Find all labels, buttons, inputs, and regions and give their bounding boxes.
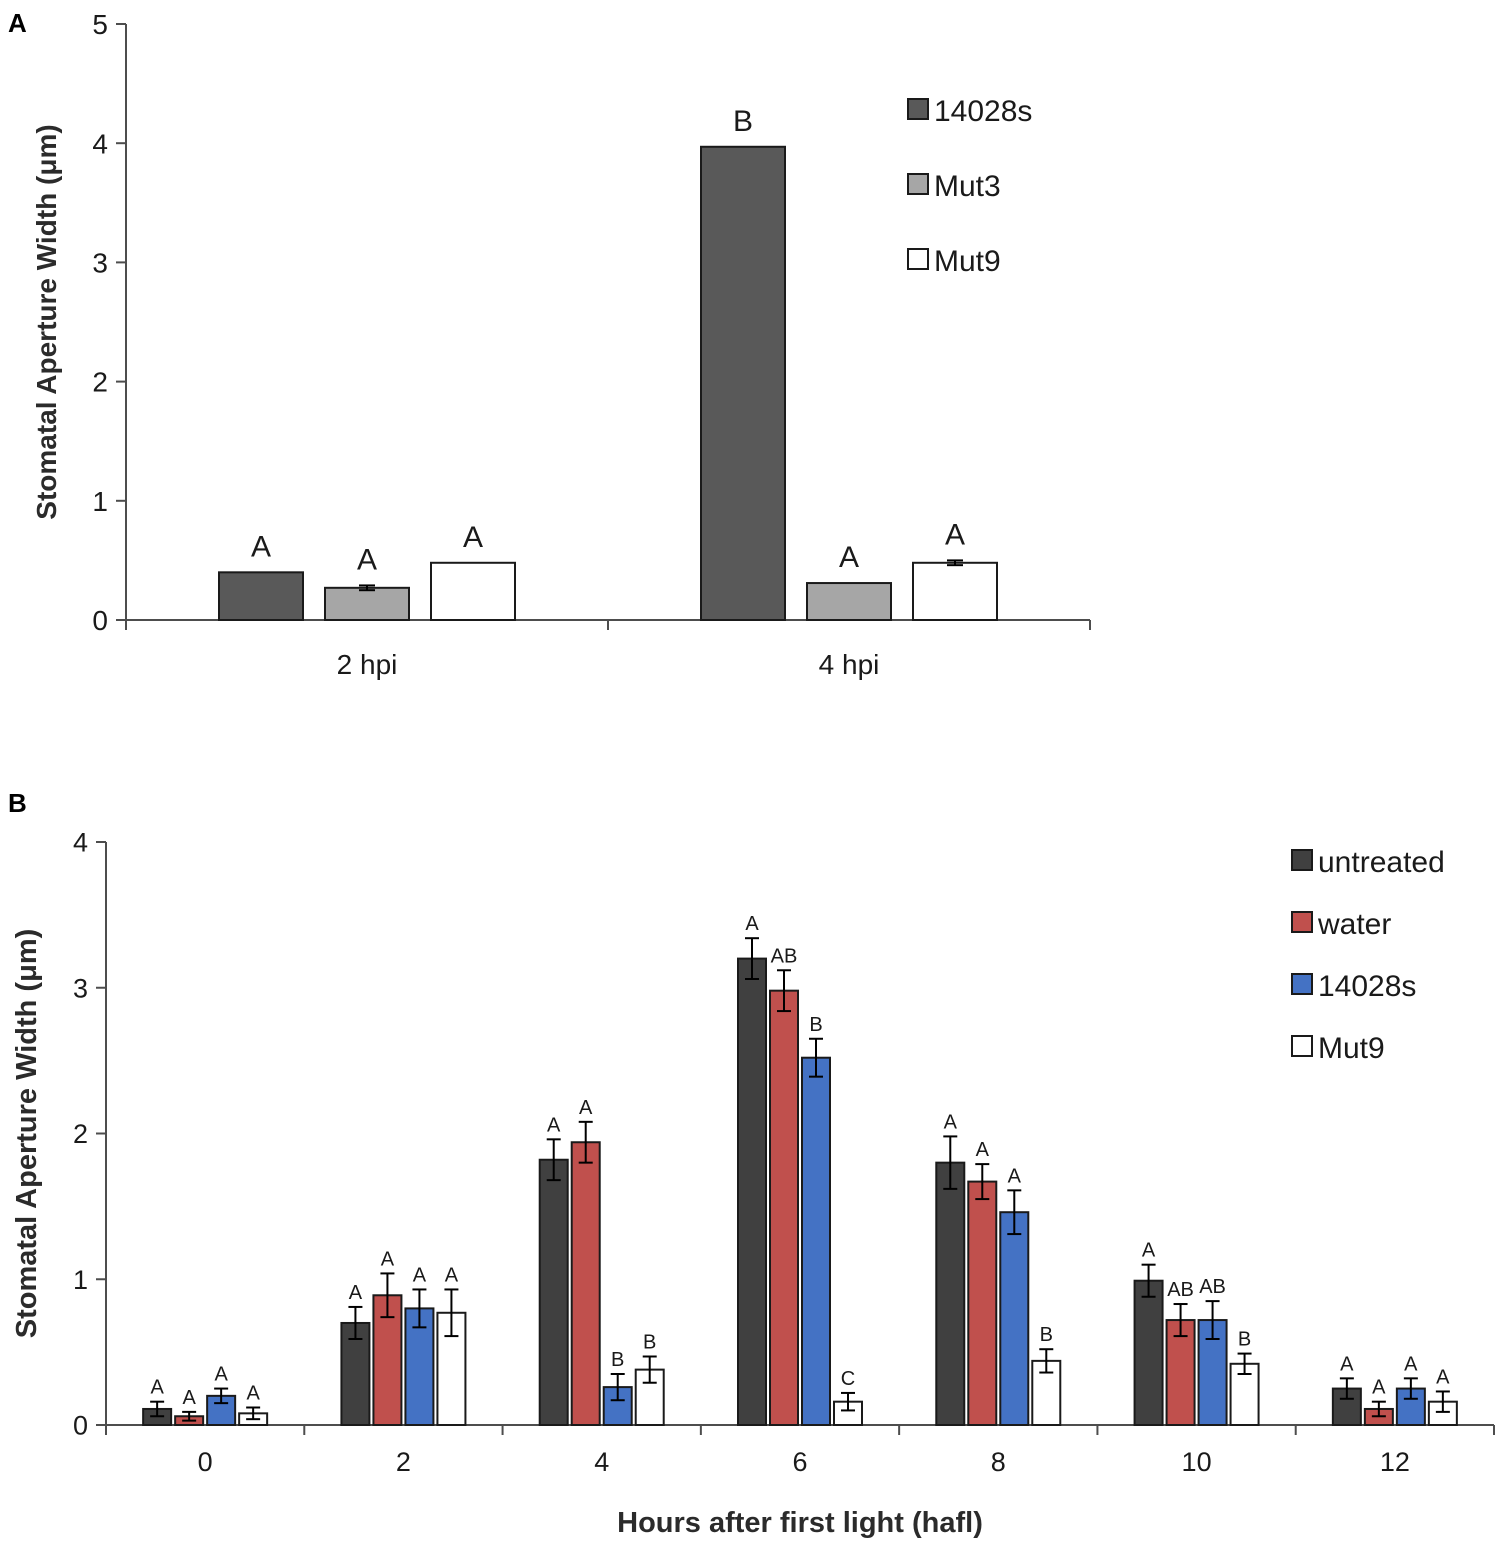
legend-swatch [1291, 1035, 1313, 1057]
significance-letter: A [976, 1139, 990, 1161]
bar-water [1165, 1319, 1196, 1427]
significance-letter: A [251, 530, 271, 563]
legend-swatch [907, 248, 929, 270]
legend-label: water [1317, 908, 1391, 941]
significance-letter: AB [771, 945, 798, 967]
significance-letter: A [839, 541, 859, 574]
y-tick-label: 3 [73, 973, 88, 1003]
x-tick-label: 12 [1380, 1447, 1410, 1477]
legend-label: untreated [1318, 846, 1445, 879]
y-tick-label: 2 [73, 1119, 88, 1149]
bar-14028s [404, 1307, 435, 1427]
legend-label: 14028s [934, 95, 1032, 128]
significance-letter: A [357, 543, 377, 576]
significance-letter: B [1040, 1324, 1053, 1346]
x-tick-label: 2 [396, 1447, 411, 1477]
legend-label: Mut9 [1318, 1032, 1385, 1065]
significance-letter: A [1142, 1240, 1156, 1262]
significance-letter: A [463, 521, 483, 554]
bar-14028s [218, 571, 304, 622]
x-axis-title: Hours after first light (hafl) [617, 1507, 983, 1539]
panel-b-label: B [8, 788, 27, 818]
significance-letter: B [733, 105, 753, 138]
legend-swatch [1291, 973, 1313, 995]
bar-mut9 [912, 561, 998, 621]
significance-letter: A [214, 1364, 228, 1386]
bar-14028s [700, 145, 786, 621]
significance-letter: B [611, 1349, 624, 1371]
bar-water [967, 1180, 998, 1427]
x-tick-label: 4 [594, 1447, 609, 1477]
significance-letter: A [945, 518, 965, 551]
y-tick-label: 1 [92, 486, 108, 517]
bar-water [570, 1141, 601, 1426]
legend-label: 14028s [1318, 970, 1416, 1003]
legend-label: Mut9 [934, 245, 1001, 278]
significance-letter: AB [1199, 1276, 1226, 1298]
panel-a-label: A [8, 8, 27, 38]
significance-letter: A [413, 1264, 427, 1286]
x-tick-label: 10 [1182, 1447, 1212, 1477]
significance-letter: A [745, 913, 759, 935]
significance-letter: A [349, 1282, 363, 1304]
significance-letter: C [841, 1368, 855, 1390]
bar-14028s [999, 1211, 1030, 1426]
bar-water [769, 989, 799, 1426]
significance-letter: A [381, 1248, 395, 1270]
bar-14028s [1197, 1319, 1228, 1427]
y-axis-title: Stomatal Aperture Width (μm) [11, 929, 43, 1339]
bar-mut3 [806, 582, 892, 621]
bar-mut9 [430, 561, 516, 621]
bar-14028s [801, 1056, 831, 1426]
significance-letter: A [1436, 1366, 1450, 1388]
significance-letter: A [1340, 1353, 1354, 1375]
legend-label: Mut3 [934, 170, 1001, 203]
y-tick-label: 3 [92, 247, 108, 278]
significance-letter: A [944, 1111, 958, 1133]
y-tick-label: 5 [92, 9, 108, 40]
y-tick-label: 0 [92, 605, 108, 636]
significance-letter: B [643, 1331, 656, 1353]
significance-letter: A [1372, 1377, 1386, 1399]
significance-letter: A [547, 1114, 561, 1136]
significance-letter: A [150, 1377, 164, 1399]
panel-a-chart: 0 1 2 3 4 5 2 hpi A A A 4 hpi B A A Stomatal Aperture … [31, 9, 1091, 680]
significance-letter: A [182, 1387, 196, 1409]
legend-swatch [907, 173, 929, 195]
significance-letter: B [809, 1014, 822, 1036]
x-tick-label: 2 hpi [337, 649, 398, 680]
bar-untreated [538, 1158, 569, 1426]
bar-14028s [206, 1394, 237, 1426]
y-tick-label: 1 [73, 1265, 88, 1295]
x-tick-label: 4 hpi [819, 649, 880, 680]
y-tick-label: 4 [73, 828, 88, 858]
bar-untreated [1133, 1279, 1164, 1427]
significance-letter: A [445, 1264, 459, 1286]
x-tick-label: 0 [198, 1447, 213, 1477]
x-tick-label: 6 [792, 1447, 807, 1477]
significance-letter: A [1008, 1165, 1022, 1187]
y-tick-label: 2 [92, 367, 108, 398]
legend-swatch [907, 98, 929, 120]
significance-letter: A [246, 1383, 260, 1405]
y-axis-title: Stomatal Aperture Width (μm) [31, 124, 62, 519]
legend-swatch [1291, 911, 1313, 933]
significance-letter: A [1404, 1353, 1418, 1375]
significance-letter: A [579, 1097, 593, 1119]
bar-untreated [737, 957, 767, 1426]
significance-letter: AB [1167, 1279, 1194, 1301]
significance-letter: B [1238, 1329, 1251, 1351]
x-tick-label: 8 [991, 1447, 1006, 1477]
bar-mut3 [324, 586, 410, 621]
bar-untreated [935, 1161, 966, 1427]
y-tick-label: 0 [73, 1411, 88, 1441]
y-tick-label: 4 [92, 128, 108, 159]
legend-swatch [1291, 849, 1313, 871]
